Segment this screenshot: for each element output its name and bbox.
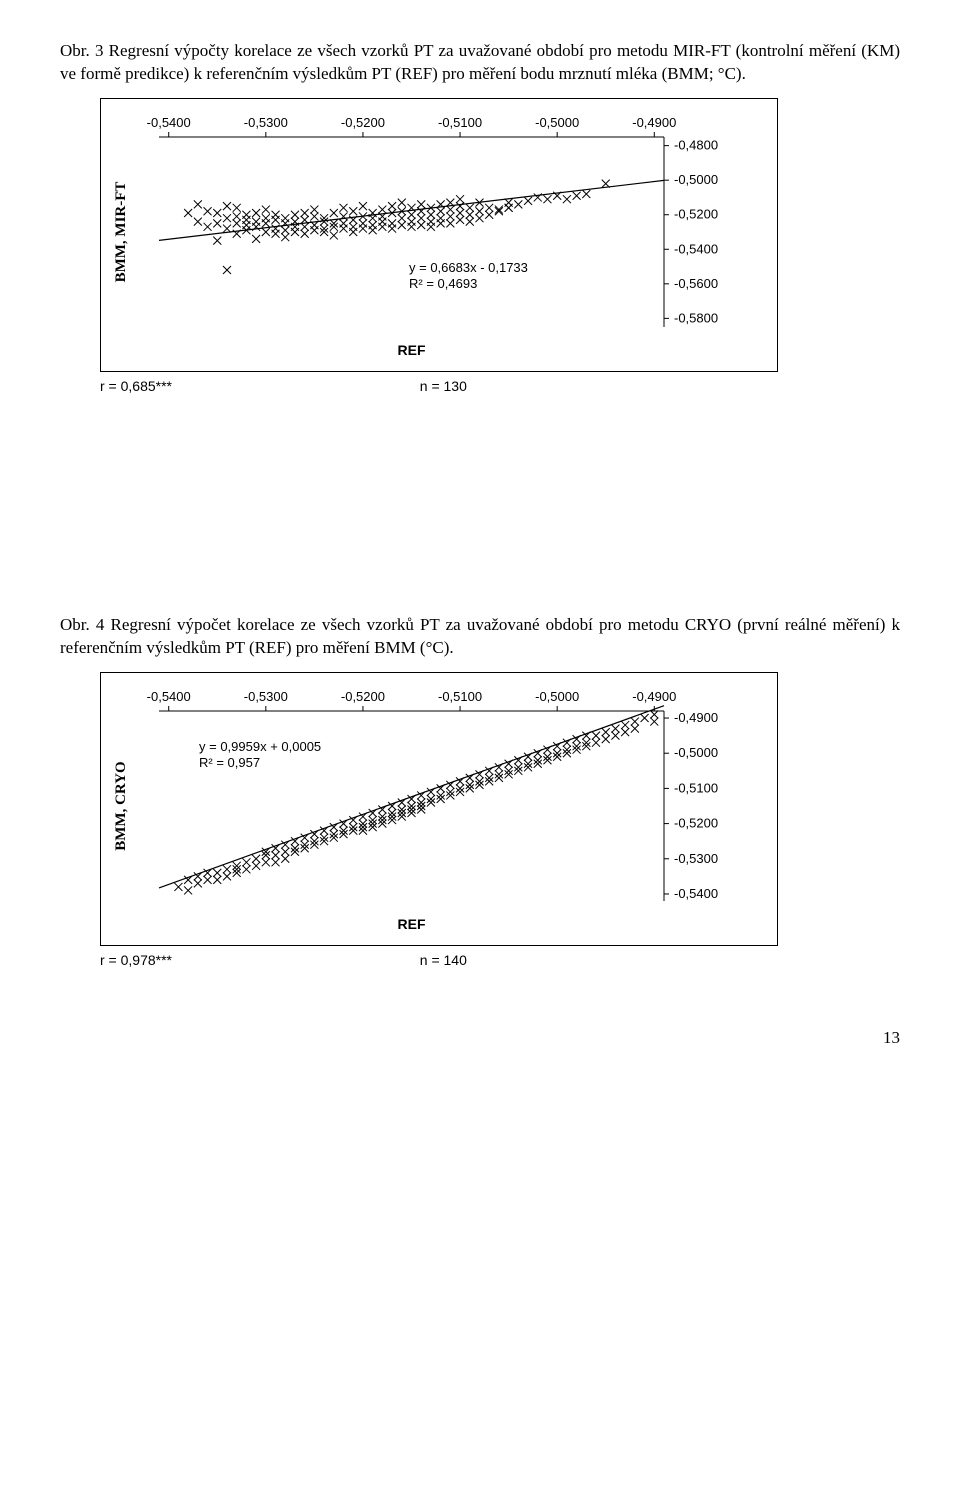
svg-text:-0,5800: -0,5800 (674, 310, 718, 325)
svg-text:-0,5600: -0,5600 (674, 276, 718, 291)
svg-text:REF: REF (398, 916, 426, 932)
svg-text:REF: REF (398, 342, 426, 358)
fig4-stats: r = 0,978*** n = 140 (100, 952, 760, 968)
svg-text:-0,4900: -0,4900 (632, 115, 676, 130)
svg-text:-0,5200: -0,5200 (674, 207, 718, 222)
svg-text:BMM, CRYO: BMM, CRYO (113, 761, 129, 850)
fig3-n: n = 130 (420, 378, 467, 394)
fig3-caption: Obr. 3 Regresní výpočty korelace ze všec… (60, 40, 900, 86)
svg-text:-0,5000: -0,5000 (674, 172, 718, 187)
svg-text:-0,4900: -0,4900 (632, 689, 676, 704)
svg-text:-0,5400: -0,5400 (674, 241, 718, 256)
svg-text:R² = 0,957: R² = 0,957 (199, 755, 260, 770)
svg-text:-0,5300: -0,5300 (244, 689, 288, 704)
svg-text:-0,5000: -0,5000 (535, 115, 579, 130)
svg-text:-0,5300: -0,5300 (244, 115, 288, 130)
page-number: 13 (60, 1028, 900, 1048)
svg-text:-0,5200: -0,5200 (341, 115, 385, 130)
svg-text:-0,5200: -0,5200 (341, 689, 385, 704)
svg-text:-0,4800: -0,4800 (674, 138, 718, 153)
svg-text:-0,5100: -0,5100 (438, 115, 482, 130)
fig4-n: n = 140 (420, 952, 467, 968)
svg-text:-0,5300: -0,5300 (674, 851, 718, 866)
svg-text:-0,5100: -0,5100 (674, 780, 718, 795)
svg-text:-0,5100: -0,5100 (438, 689, 482, 704)
fig4-r: r = 0,978*** (100, 952, 172, 968)
svg-text:-0,4900: -0,4900 (674, 710, 718, 725)
svg-text:-0,5000: -0,5000 (535, 689, 579, 704)
svg-text:-0,5000: -0,5000 (674, 745, 718, 760)
fig3-r: r = 0,685*** (100, 378, 172, 394)
svg-text:BMM, MIR-FT: BMM, MIR-FT (113, 181, 129, 282)
svg-text:-0,5400: -0,5400 (674, 886, 718, 901)
svg-text:y = 0,6683x - 0,1733: y = 0,6683x - 0,1733 (409, 260, 528, 275)
fig4-caption: Obr. 4 Regresní výpočet korelace ze všec… (60, 614, 900, 660)
fig4-chart: -0,5400 -0,5300 -0,5200 -0,5100 -0,5000 -0,49… (100, 672, 778, 946)
svg-text:-0,5400: -0,5400 (147, 689, 191, 704)
fig3-stats: r = 0,685*** n = 130 (100, 378, 760, 394)
svg-text:-0,5400: -0,5400 (147, 115, 191, 130)
svg-text:-0,5200: -0,5200 (674, 815, 718, 830)
fig3-chart: -0,5400 -0,5300 -0,5200 -0,5100 -0,5000 -0,49… (100, 98, 778, 372)
svg-text:y = 0,9959x + 0,0005: y = 0,9959x + 0,0005 (199, 739, 321, 754)
svg-text:R² = 0,4693: R² = 0,4693 (409, 276, 477, 291)
